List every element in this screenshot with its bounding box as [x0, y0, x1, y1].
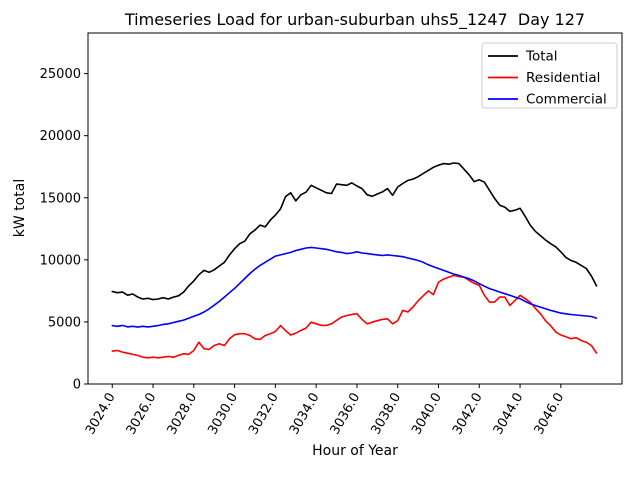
legend-label-total: Total	[525, 49, 558, 65]
chart-title: Timeseries Load for urban-suburban uhs5_…	[124, 10, 585, 30]
x-tick-label: 3042.0	[450, 391, 486, 438]
y-tick-label: 5000	[48, 315, 81, 330]
y-tick-label: 25000	[40, 67, 81, 82]
series-line-residential	[111, 274, 598, 359]
y-tick-label: 0	[73, 378, 81, 393]
x-tick-label: 3024.0	[83, 391, 119, 438]
legend-label-residential: Residential	[526, 70, 600, 86]
series-line-commercial	[111, 246, 598, 328]
x-tick-label: 3028.0	[165, 391, 201, 438]
x-tick-label: 3036.0	[328, 391, 364, 438]
x-axis-label: Hour of Year	[312, 443, 398, 459]
y-tick-label: 10000	[40, 253, 81, 268]
y-axis-ticks: 0 5000 10000 15000 20000 25000	[40, 67, 88, 393]
y-tick-label: 20000	[40, 129, 81, 144]
y-tick-label: 15000	[40, 191, 81, 206]
x-tick-label: 3030.0	[205, 391, 241, 438]
x-tick-label: 3038.0	[368, 391, 404, 438]
series-lines	[111, 162, 598, 359]
y-axis-label: kW total	[12, 179, 28, 237]
x-tick-label: 3040.0	[409, 391, 445, 438]
x-tick-label: 3034.0	[287, 391, 323, 438]
series-line-total	[111, 162, 598, 301]
x-tick-label: 3026.0	[124, 391, 160, 438]
x-axis-ticks: 3024.0 3026.0 3028.0 3030.0 3032.0 3034.0 3036…	[83, 384, 567, 437]
legend-box	[481, 42, 618, 109]
x-tick-label: 3044.0	[491, 391, 527, 438]
x-tick-label: 3032.0	[246, 391, 282, 438]
x-tick-label: 3046.0	[532, 391, 568, 438]
legend-label-commercial: Commercial	[526, 92, 607, 108]
legend: Total Residential Commercial	[481, 42, 618, 109]
